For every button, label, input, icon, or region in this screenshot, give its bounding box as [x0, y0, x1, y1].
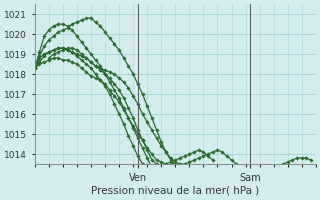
X-axis label: Pression niveau de la mer( hPa ): Pression niveau de la mer( hPa )	[91, 186, 260, 196]
